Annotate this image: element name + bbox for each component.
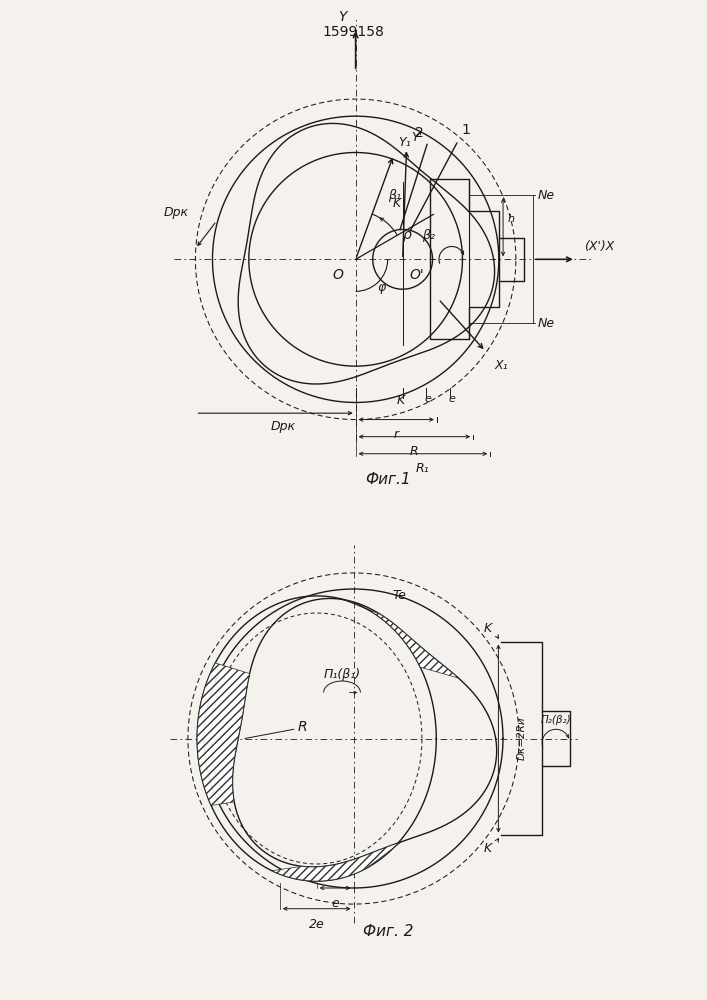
- Text: e: e: [448, 394, 455, 404]
- Text: Dк=2Rи: Dк=2Rи: [516, 717, 527, 760]
- Text: 1: 1: [462, 123, 471, 137]
- Text: R: R: [298, 720, 308, 734]
- Text: r: r: [394, 428, 399, 441]
- Text: Ne: Ne: [537, 317, 554, 330]
- Text: β₁: β₁: [387, 189, 401, 202]
- Text: φ: φ: [377, 281, 385, 294]
- Text: β₂: β₂: [421, 229, 435, 242]
- Text: П₁(β₁): П₁(β₁): [323, 668, 361, 681]
- Text: Y₁: Y₁: [398, 136, 411, 149]
- Text: O: O: [332, 268, 343, 282]
- Text: e: e: [331, 897, 339, 910]
- Text: Фиг. 2: Фиг. 2: [363, 924, 414, 939]
- Polygon shape: [341, 599, 458, 678]
- Text: e: e: [425, 394, 432, 404]
- Text: Dрк: Dрк: [271, 420, 296, 433]
- Text: X₁: X₁: [495, 359, 508, 372]
- Text: Фиг.1: Фиг.1: [365, 472, 411, 487]
- Text: K: K: [392, 197, 400, 210]
- Polygon shape: [197, 663, 250, 805]
- Text: 2e: 2e: [309, 918, 325, 931]
- Text: R: R: [410, 445, 419, 458]
- Polygon shape: [272, 842, 402, 881]
- Text: ρ: ρ: [403, 228, 411, 242]
- Text: П₂(β₂): П₂(β₂): [541, 715, 571, 725]
- Text: O': O': [409, 268, 423, 282]
- Text: 1599158: 1599158: [322, 25, 385, 39]
- Text: Ne: Ne: [537, 189, 554, 202]
- Text: R₁: R₁: [416, 462, 430, 475]
- Text: K: K: [484, 842, 491, 855]
- Text: (X')X: (X')X: [584, 240, 614, 253]
- Text: h: h: [508, 214, 515, 224]
- Text: Y': Y': [411, 131, 422, 144]
- Text: Dрк: Dрк: [164, 206, 189, 219]
- Text: K: K: [397, 394, 404, 407]
- Text: Te: Te: [392, 589, 407, 602]
- Text: Y: Y: [339, 10, 347, 24]
- Text: K: K: [484, 622, 491, 635]
- Text: 2: 2: [415, 126, 423, 140]
